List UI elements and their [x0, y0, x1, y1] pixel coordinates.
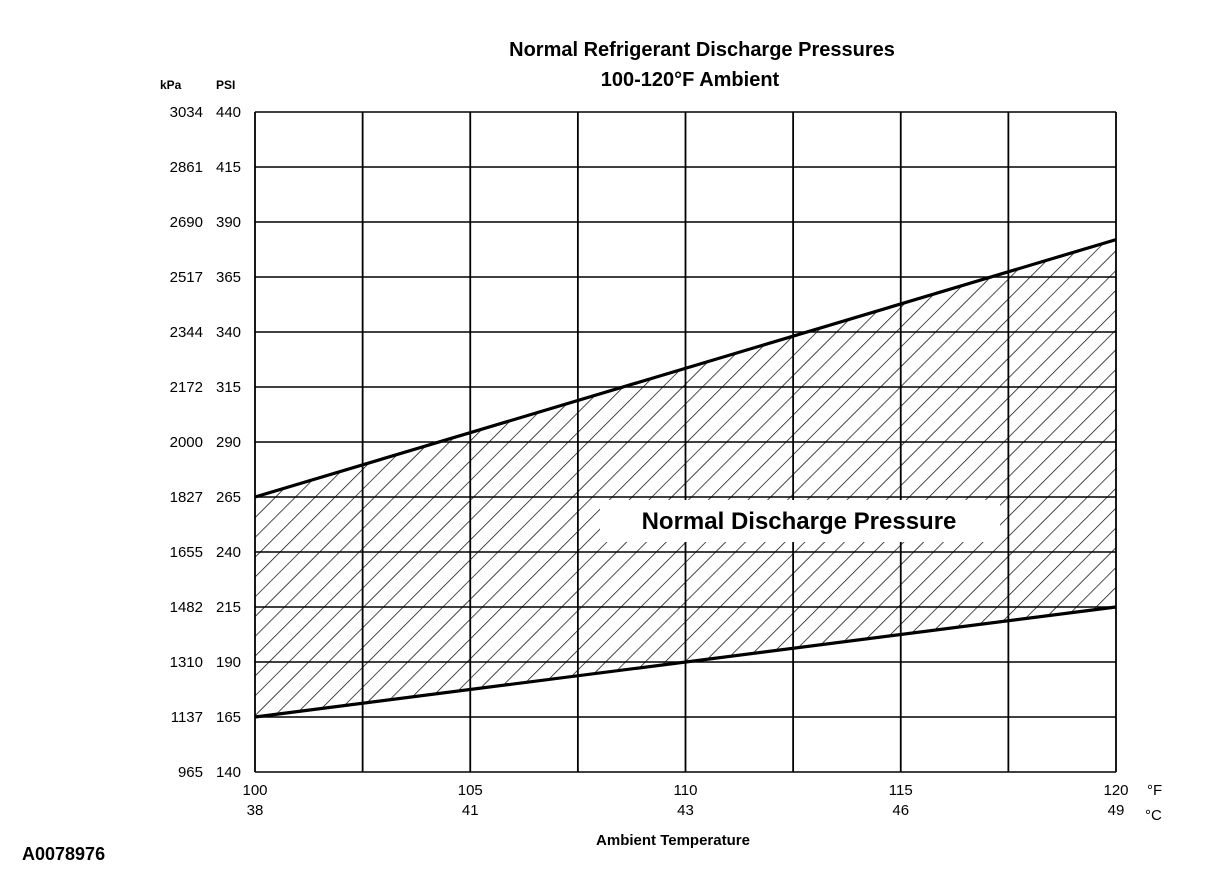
x-tick-labels: 100 38 105 41 110 43 115 46 120 49 — [242, 782, 1128, 819]
kpa-tick-3034: 3034 — [170, 104, 203, 121]
kpa-tick-2690: 2690 — [170, 214, 203, 231]
psi-tick-315: 315 — [216, 379, 241, 396]
kpa-tick-1310: 1310 — [170, 654, 203, 671]
x-unit-fahrenheit: °F — [1147, 782, 1162, 799]
x-tick-c-110: 43 — [677, 802, 694, 819]
chart-grid — [254, 111, 1117, 773]
kpa-tick-1655: 1655 — [170, 544, 203, 561]
psi-axis-header: PSI — [216, 78, 235, 92]
psi-tick-140: 140 — [216, 764, 241, 781]
psi-tick-215: 215 — [216, 599, 241, 616]
kpa-tick-2861: 2861 — [170, 159, 203, 176]
x-tick-f-105: 105 — [458, 782, 483, 799]
kpa-tick-2517: 2517 — [170, 269, 203, 286]
chart-title: Normal Refrigerant Discharge Pressures — [509, 39, 895, 61]
kpa-tick-2000: 2000 — [170, 434, 203, 451]
kpa-tick-1482: 1482 — [170, 599, 203, 616]
psi-tick-440: 440 — [216, 104, 241, 121]
x-tick-c-120: 49 — [1108, 802, 1125, 819]
lower-limit-line — [254, 605, 1117, 719]
x-tick-c-105: 41 — [462, 802, 479, 819]
psi-tick-415: 415 — [216, 159, 241, 176]
figure-id: A0078976 — [22, 844, 105, 864]
psi-tick-390: 390 — [216, 214, 241, 231]
x-tick-c-100: 38 — [247, 802, 264, 819]
y-tick-labels: 3034 440 2861 415 2690 390 2517 365 2344 340 2172 3… — [170, 104, 241, 781]
kpa-tick-965: 965 — [178, 764, 203, 781]
x-tick-f-110: 110 — [674, 782, 698, 799]
x-axis-label: Ambient Temperature — [596, 832, 750, 849]
chart-subtitle: 100-120°F Ambient — [601, 69, 780, 91]
limit-lines — [254, 238, 1117, 719]
psi-tick-290: 290 — [216, 434, 241, 451]
kpa-tick-1827: 1827 — [170, 489, 203, 506]
band-label: Normal Discharge Pressure — [642, 508, 957, 535]
psi-tick-340: 340 — [216, 324, 241, 341]
x-tick-c-115: 46 — [892, 802, 909, 819]
psi-tick-365: 365 — [216, 269, 241, 286]
psi-tick-165: 165 — [216, 709, 241, 726]
kpa-tick-1137: 1137 — [171, 709, 203, 726]
kpa-tick-2172: 2172 — [170, 379, 203, 396]
x-tick-f-115: 115 — [889, 782, 913, 799]
x-unit-celsius: °C — [1145, 807, 1162, 824]
band-label-background — [600, 500, 1000, 542]
upper-limit-line — [254, 238, 1117, 499]
psi-tick-190: 190 — [216, 654, 241, 671]
psi-tick-265: 265 — [216, 489, 241, 506]
psi-tick-240: 240 — [216, 544, 241, 561]
x-tick-f-100: 100 — [242, 782, 267, 799]
x-tick-f-120: 120 — [1103, 782, 1128, 799]
kpa-axis-header: kPa — [160, 78, 182, 92]
kpa-tick-2344: 2344 — [170, 324, 203, 341]
